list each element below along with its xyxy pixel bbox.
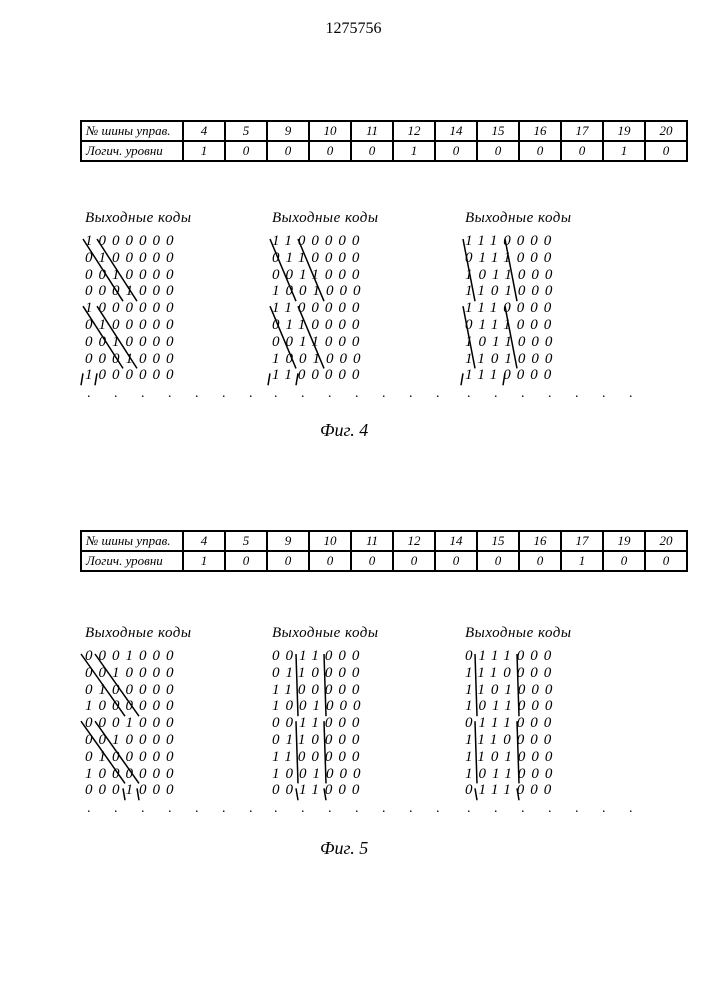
t2-r2-label: Логич. уровни bbox=[81, 551, 183, 571]
control-table-2: № шины управ. 4 5 9 10 11 12 14 15 16 17… bbox=[80, 530, 688, 572]
dots-row: . . . . . . . bbox=[467, 801, 643, 817]
fig4-block-3: Выходные коды 1110000 0111000 1011000 11… bbox=[465, 210, 643, 402]
dots-row: . . . . . . . bbox=[87, 801, 263, 817]
dots-row: . . . . . . . bbox=[274, 801, 450, 817]
code-title: Выходные коды bbox=[465, 210, 643, 227]
t1-r1-label: № шины управ. bbox=[81, 121, 183, 141]
t2-r1-label: № шины управ. bbox=[81, 531, 183, 551]
fig5-block-2: Выходные коды 0011000 0110000 1100000 10… bbox=[272, 625, 450, 817]
dots-row: . . . . . . . bbox=[467, 386, 643, 402]
dots-row: . . . . . . . bbox=[87, 386, 263, 402]
fig5-block-1: Выходные коды 0001000 0010000 0100000 10… bbox=[85, 625, 263, 817]
code-title: Выходные коды bbox=[85, 625, 263, 642]
code-matrix: 1110000 0111000 1011000 1101000 1110000 … bbox=[465, 233, 643, 384]
code-title: Выходные коды bbox=[465, 625, 643, 642]
fig5-block-3: Выходные коды 0111000 1110000 1101000 10… bbox=[465, 625, 643, 817]
code-matrix: 0111000 1110000 1101000 1011000 0111000 … bbox=[465, 648, 643, 799]
page-number: 1275756 bbox=[326, 20, 382, 38]
code-title: Выходные коды bbox=[272, 210, 450, 227]
fig4-block-2: Выходные коды 1100000 0110000 0011000 10… bbox=[272, 210, 450, 402]
fig4-caption: Фиг. 4 bbox=[320, 420, 368, 441]
dots-row: . . . . . . . bbox=[274, 386, 450, 402]
code-matrix: 0001000 0010000 0100000 1000000 0001000 … bbox=[85, 648, 263, 799]
fig4-block-1: Выходные коды 1000000 0100000 0010000 00… bbox=[85, 210, 263, 402]
code-matrix: 1100000 0110000 0011000 1001000 1100000 … bbox=[272, 233, 450, 384]
code-title: Выходные коды bbox=[85, 210, 263, 227]
control-table-1: № шины управ. 4 5 9 10 11 12 14 15 16 17… bbox=[80, 120, 688, 162]
code-matrix: 1000000 0100000 0010000 0001000 1000000 … bbox=[85, 233, 263, 384]
code-title: Выходные коды bbox=[272, 625, 450, 642]
t1-r2-label: Логич. уровни bbox=[81, 141, 183, 161]
fig5-caption: Фиг. 5 bbox=[320, 838, 368, 859]
code-matrix: 0011000 0110000 1100000 1001000 0011000 … bbox=[272, 648, 450, 799]
